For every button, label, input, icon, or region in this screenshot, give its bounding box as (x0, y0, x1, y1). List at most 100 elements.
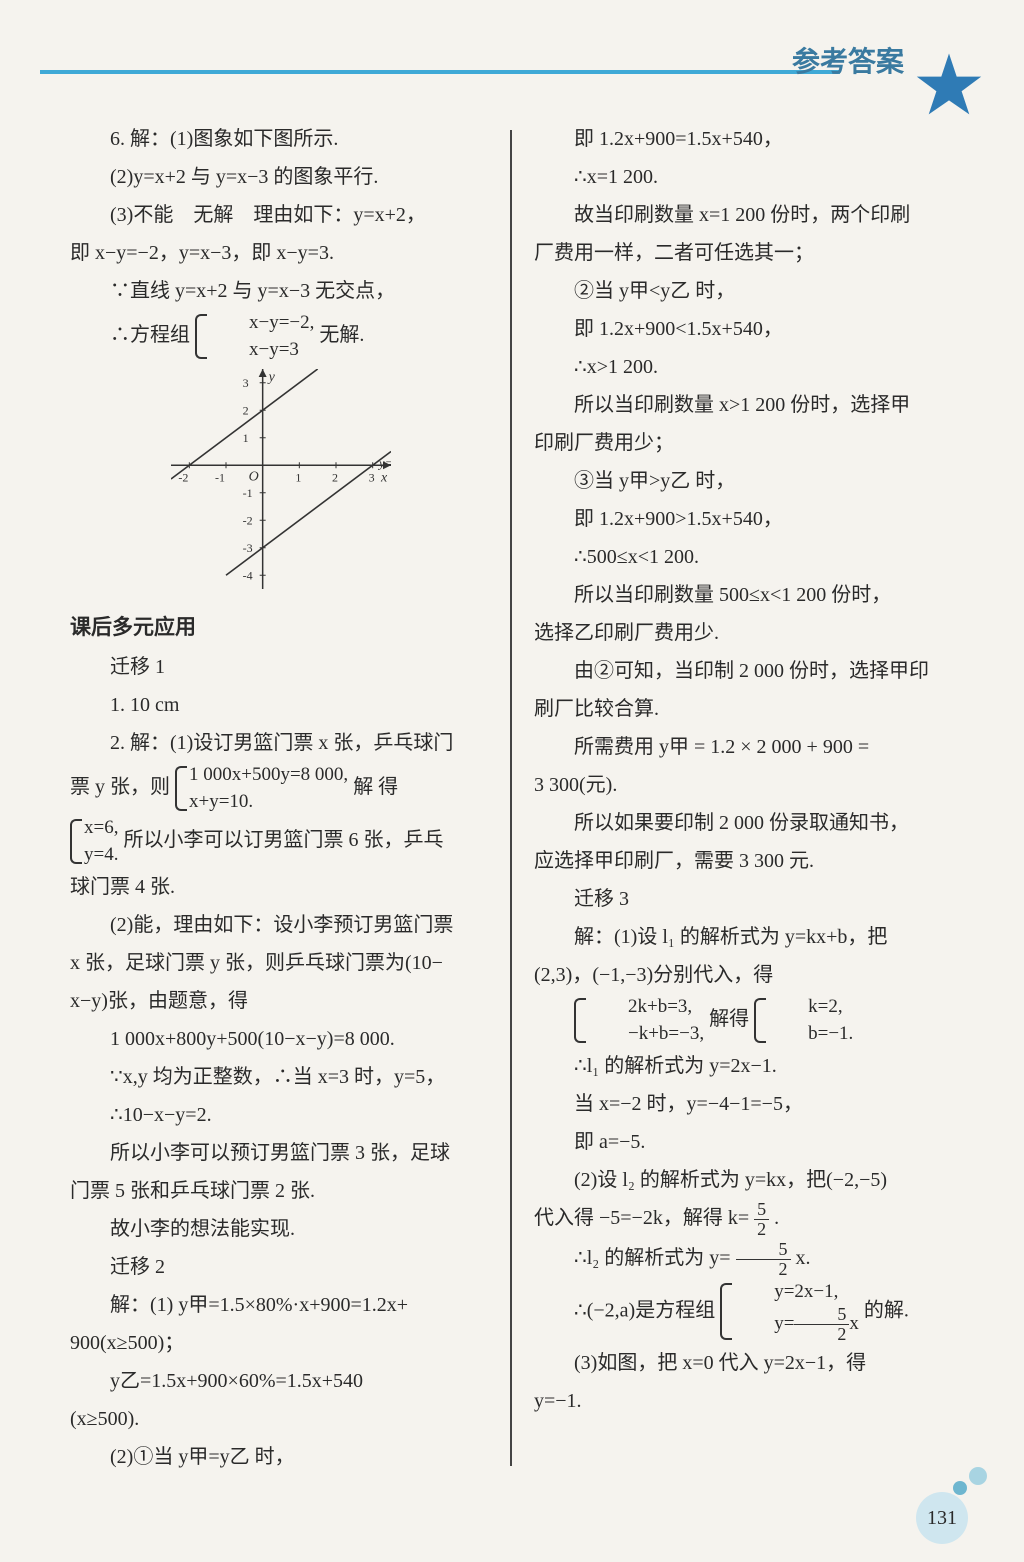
svg-text:O: O (249, 469, 259, 484)
text-line: 3 300(元). (534, 766, 952, 804)
text-fragment: 代入得 −5=−2k，解得 k= (534, 1207, 749, 1229)
text-line: x 张，足球门票 y 张，则乒乓球门票为(10− (70, 944, 492, 982)
text-line: 故当印刷数量 x=1 200 份时，两个印刷 (534, 196, 952, 234)
right-column: 即 1.2x+900=1.5x+540， ∴x=1 200. 故当印刷数量 x=… (512, 120, 952, 1476)
fraction: 5 2 (736, 1240, 791, 1279)
text-line: 所以如果要印制 2 000 份录取通知书， (534, 804, 952, 842)
svg-text:-3: -3 (243, 541, 253, 555)
equation-line: 代入得 −5=−2k，解得 k= 5 2 . (534, 1199, 952, 1239)
text-line: x−y)张，由题意，得 (70, 982, 492, 1020)
text-line: 即 x−y=−2，y=x−3，即 x−y=3. (70, 234, 492, 272)
equation-line: 2k+b=3, −k+b=−3, 解得 k=2, b=−1. (534, 994, 952, 1047)
equation-line: ∴l₂ 的解析式为 y= 5 2 x. (534, 1239, 952, 1279)
text-fragment: ∴(−2,a)是方程组 (574, 1299, 715, 1321)
graph-figure: xyO-2-1123-4-3-2-1123y=x+2y=x-3 (70, 369, 492, 602)
text-line: 故小李的想法能实现. (70, 1210, 492, 1248)
text-line: 刷厂比较合算. (534, 690, 952, 728)
text-fragment: 的解. (864, 1299, 909, 1321)
text-fragment: 所以小李可以订男篮门票 6 张，乒乓 (123, 829, 443, 851)
text-line: 印刷厂费用少； (534, 424, 952, 462)
brace-system: 2k+b=3, −k+b=−3, (574, 994, 704, 1047)
header-title: 参考答案 (792, 40, 904, 80)
fraction-denominator: 2 (754, 1220, 769, 1239)
text-line: 2. 解：(1)设订男篮门票 x 张，乒乓球门 (70, 724, 492, 762)
coordinate-graph: xyO-2-1123-4-3-2-1123y=x+2y=x-3 (171, 369, 391, 589)
svg-text:-4: -4 (243, 568, 253, 582)
text-line: 应选择甲印刷厂，需要 3 300 元. (534, 842, 952, 880)
text-line: 即 a=−5. (534, 1123, 952, 1161)
text-line: 所需费用 y甲 = 1.2 × 2 000 + 900 = (534, 728, 952, 766)
text-fragment: y= (774, 1313, 794, 1334)
svg-text:3: 3 (369, 470, 375, 484)
text-fragment: 票 y 张，则 (70, 776, 170, 798)
text-line: 厂费用一样，二者可任选其一； (534, 234, 952, 272)
brace-row: x−y=3 (209, 337, 314, 364)
text-line: 即 1.2x+900=1.5x+540， (534, 120, 952, 158)
text-line: (2)能，理由如下：设小李预订男篮门票 (70, 906, 492, 944)
page-number: 131 (927, 1507, 957, 1530)
text-line: (x≥500). (70, 1400, 492, 1438)
fraction: 5 2 (754, 1200, 769, 1239)
text-line: ∴10−x−y=2. (70, 1096, 492, 1134)
brace-row: x+y=10. (189, 789, 348, 816)
text-line: 所以当印刷数量 x>1 200 份时，选择甲 (534, 386, 952, 424)
svg-text:-1: -1 (243, 486, 253, 500)
brace-row: −k+b=−3, (588, 1021, 704, 1048)
star-icon (914, 50, 984, 120)
text-fragment: ∴l₂ 的解析式为 y= (574, 1247, 731, 1269)
text-line: (2)①当 y甲=y乙 时， (70, 1438, 492, 1476)
equation-line: 票 y 张，则 1 000x+500y=8 000, x+y=10. 解 得 (70, 762, 492, 815)
fraction-denominator: 2 (736, 1260, 791, 1279)
text-line: ∴x=1 200. (534, 158, 952, 196)
brace-system: y=2x−1, y=52x (720, 1279, 859, 1344)
brace-row: 2k+b=3, (588, 994, 704, 1021)
brace-row: x−y=−2, (209, 310, 314, 337)
subheading: 迁移 2 (70, 1248, 492, 1286)
text-line: ∵x,y 均为正整数，∴当 x=3 时，y=5， (70, 1058, 492, 1096)
text-line: ∵直线 y=x+2 与 y=x−3 无交点， (70, 272, 492, 310)
text-line: (3)如图，把 x=0 代入 y=2x−1，得 (534, 1344, 952, 1382)
text-line: 解：(1) y甲=1.5×80%·x+900=1.2x+ (70, 1286, 492, 1324)
text-line: ∴l₁ 的解析式为 y=2x−1. (534, 1047, 952, 1085)
page-number-badge: 131 (916, 1492, 968, 1544)
equation-line: ∴方程组 x−y=−2, x−y=3 无解. (70, 310, 492, 363)
brace-system: x−y=−2, x−y=3 (195, 310, 314, 363)
text-line: 球门票 4 张. (70, 868, 492, 906)
svg-text:-1: -1 (215, 470, 225, 484)
fraction-denominator: 2 (794, 1325, 849, 1344)
left-column: 6. 解：(1)图象如下图所示. (2)y=x+2 与 y=x−3 的图象平行.… (70, 120, 510, 1476)
svg-text:y=x-3: y=x-3 (377, 456, 391, 471)
brace-row: b=−1. (768, 1021, 853, 1048)
text-fragment: 解得 (709, 1008, 749, 1030)
text-line: 1 000x+800y+500(10−x−y)=8 000. (70, 1020, 492, 1058)
equation-line: x=6, y=4. 所以小李可以订男篮门票 6 张，乒乓 (70, 815, 492, 868)
svg-text:y: y (267, 370, 276, 385)
header-rule (40, 70, 840, 74)
fraction-numerator: 5 (754, 1200, 769, 1220)
text-line: 即 1.2x+900<1.5x+540， (534, 310, 952, 348)
fraction-numerator: 5 (736, 1240, 791, 1260)
text-line: 门票 5 张和乒乓球门票 2 张. (70, 1172, 492, 1210)
brace-system: x=6, y=4. (70, 815, 118, 868)
brace-row: y=52x (734, 1305, 859, 1344)
subheading: 迁移 1 (70, 648, 492, 686)
svg-text:1: 1 (243, 431, 249, 445)
text-fragment: x. (796, 1247, 811, 1269)
svg-text:2: 2 (332, 470, 338, 484)
text-line: 所以当印刷数量 500≤x<1 200 份时， (534, 576, 952, 614)
text-line: ③当 y甲>y乙 时， (534, 462, 952, 500)
content-area: 6. 解：(1)图象如下图所示. (2)y=x+2 与 y=x−3 的图象平行.… (0, 100, 1024, 1476)
fraction-numerator: 5 (794, 1305, 849, 1325)
text-line: 选择乙印刷厂费用少. (534, 614, 952, 652)
text-line: (2)设 l₂ 的解析式为 y=kx，把(−2,−5) (534, 1161, 952, 1199)
svg-text:3: 3 (243, 376, 249, 390)
text-line: 解：(1)设 l₁ 的解析式为 y=kx+b，把 (534, 918, 952, 956)
text-line: 由②可知，当印制 2 000 份时，选择甲印 (534, 652, 952, 690)
text-line: ∴500≤x<1 200. (534, 538, 952, 576)
decorative-dots-icon (950, 1466, 990, 1496)
text-line: 当 x=−2 时，y=−4−1=−5， (534, 1085, 952, 1123)
text-line: ∴x>1 200. (534, 348, 952, 386)
brace-row: x=6, (84, 815, 118, 842)
brace-system: k=2, b=−1. (754, 994, 853, 1047)
text-line: (2)y=x+2 与 y=x−3 的图象平行. (70, 158, 492, 196)
